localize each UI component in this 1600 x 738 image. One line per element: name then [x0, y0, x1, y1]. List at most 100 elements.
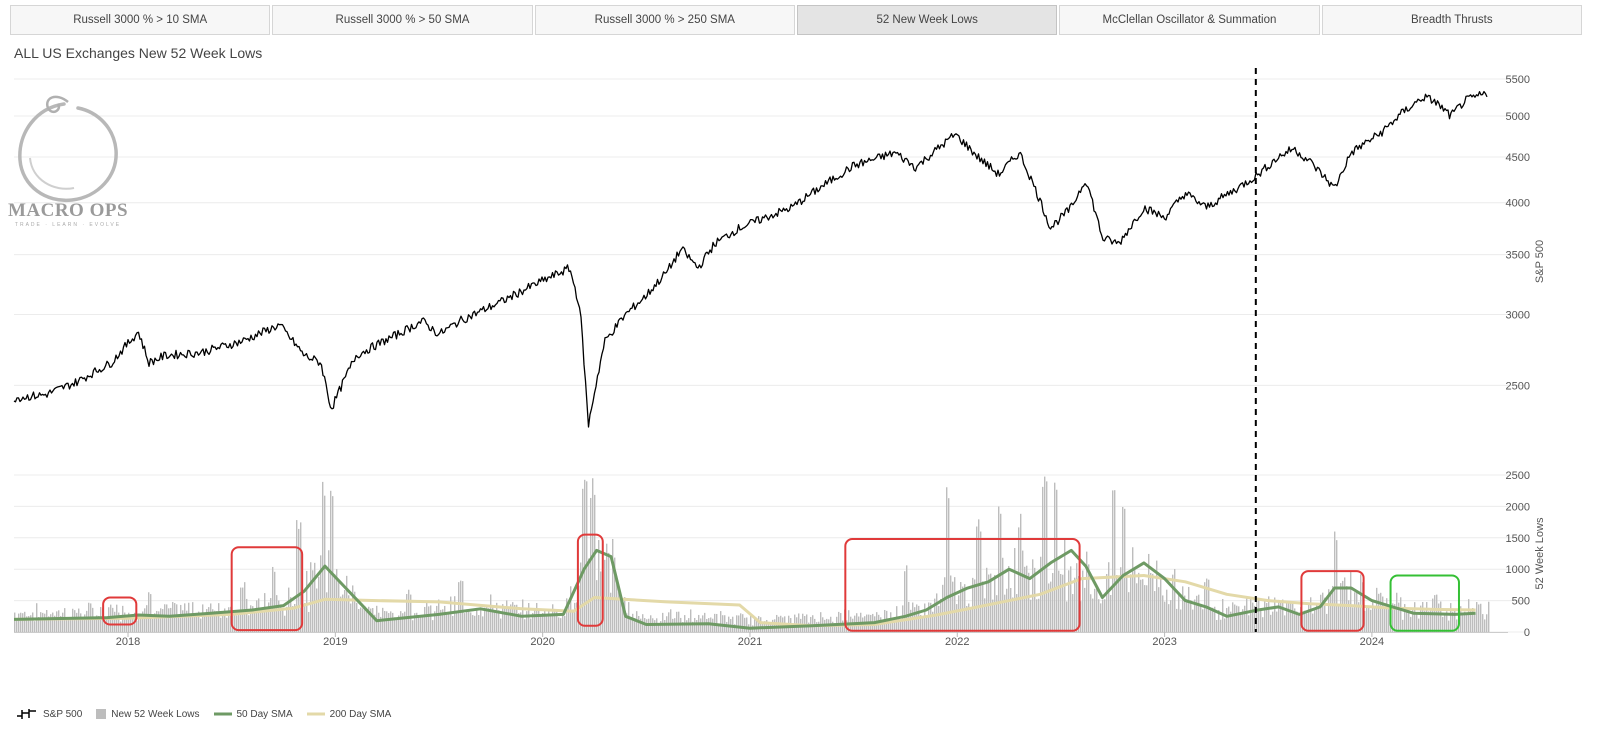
tab-52-week-lows[interactable]: 52 New Week Lows [796, 5, 1058, 35]
bar [1034, 567, 1036, 632]
bar [528, 603, 530, 632]
bar [622, 601, 624, 632]
bar [1294, 608, 1296, 632]
bar [58, 610, 60, 632]
bar [584, 479, 586, 632]
legend-item-new-lows[interactable]: New 52 Week Lows [96, 709, 200, 720]
bar [980, 531, 982, 632]
bar [154, 613, 156, 632]
bar [1412, 610, 1414, 632]
bar [950, 575, 952, 632]
bar [1054, 482, 1056, 632]
bar [1050, 581, 1052, 632]
bar [1212, 607, 1214, 632]
bar [496, 602, 498, 632]
bar [1088, 564, 1090, 632]
bar [226, 617, 228, 632]
bar [526, 611, 528, 632]
bar [1252, 602, 1254, 632]
bar [1314, 608, 1316, 632]
line-swatch-icon [306, 712, 325, 716]
bar [366, 610, 368, 632]
bar [124, 612, 126, 632]
bar [930, 602, 932, 632]
tab-russell-10-sma[interactable]: Russell 3000 % > 10 SMA [10, 5, 271, 35]
bar [1136, 583, 1138, 632]
bar [1418, 618, 1420, 632]
bar [394, 617, 396, 632]
bar [786, 625, 788, 632]
bar [398, 615, 400, 632]
bar [70, 617, 72, 632]
bar [1474, 613, 1476, 632]
bar [1398, 602, 1400, 632]
ohlc-icon [17, 709, 36, 719]
bar [1360, 574, 1362, 632]
bar [1450, 603, 1452, 632]
bar [1312, 613, 1314, 632]
bar [452, 615, 454, 632]
bar [38, 617, 40, 632]
bar [348, 595, 350, 632]
bar [888, 620, 890, 632]
bar [1192, 609, 1194, 632]
bar [938, 605, 940, 632]
tab-mcclellan[interactable]: McClellan Oscillator & Summation [1059, 5, 1320, 35]
bar [532, 612, 534, 632]
bar [1426, 602, 1428, 632]
bar [184, 603, 186, 632]
legend-item-sp500[interactable]: S&P 500 [16, 708, 82, 720]
bar [160, 608, 162, 632]
bar [150, 594, 152, 632]
bar [590, 497, 592, 632]
bar [692, 621, 694, 632]
bar [718, 623, 720, 632]
bar [156, 610, 158, 632]
bar [604, 559, 606, 632]
bar [1250, 597, 1252, 632]
y-tick-label-top: 4000 [1506, 198, 1530, 210]
bar [306, 570, 308, 632]
tab-russell-250-sma[interactable]: Russell 3000 % > 250 SMA [534, 5, 795, 35]
bar [1432, 598, 1434, 632]
bar [62, 612, 64, 632]
bar [396, 618, 398, 632]
bar [388, 613, 390, 632]
bar [284, 615, 286, 632]
bar [882, 622, 884, 632]
x-tick-label: 2018 [116, 636, 140, 648]
bar [904, 571, 906, 632]
bar [296, 520, 298, 632]
bar [68, 617, 70, 632]
bar [80, 613, 82, 632]
bar [28, 616, 30, 632]
bar [488, 608, 490, 632]
bar [314, 562, 316, 632]
y-tick-label-bottom: 500 [1512, 596, 1530, 608]
bar [1404, 604, 1406, 632]
bar [1262, 617, 1264, 632]
bar [256, 600, 258, 632]
bar [1154, 591, 1156, 632]
y-tick-label-bottom: 2000 [1506, 501, 1530, 513]
bar [1070, 566, 1072, 632]
bar [236, 615, 238, 632]
tab-russell-50-sma[interactable]: Russell 3000 % > 50 SMA [272, 5, 533, 35]
bar [244, 582, 246, 632]
bar [820, 612, 822, 632]
tab-breadth-thrusts[interactable]: Breadth Thrusts [1321, 5, 1582, 35]
bar [198, 611, 200, 632]
bar [1138, 572, 1140, 632]
legend-label-50sma: 50 Day SMA [236, 708, 293, 720]
bar [1092, 598, 1094, 632]
legend-item-50sma[interactable]: 50 Day SMA [213, 708, 293, 720]
bar [910, 609, 912, 632]
bar [1130, 574, 1132, 632]
bar [1278, 599, 1280, 632]
bar [14, 612, 16, 632]
bar [1062, 574, 1064, 632]
bar [158, 611, 160, 632]
legend-item-200sma[interactable]: 200 Day SMA [306, 709, 391, 720]
bar [442, 609, 444, 632]
bar [1200, 605, 1202, 632]
